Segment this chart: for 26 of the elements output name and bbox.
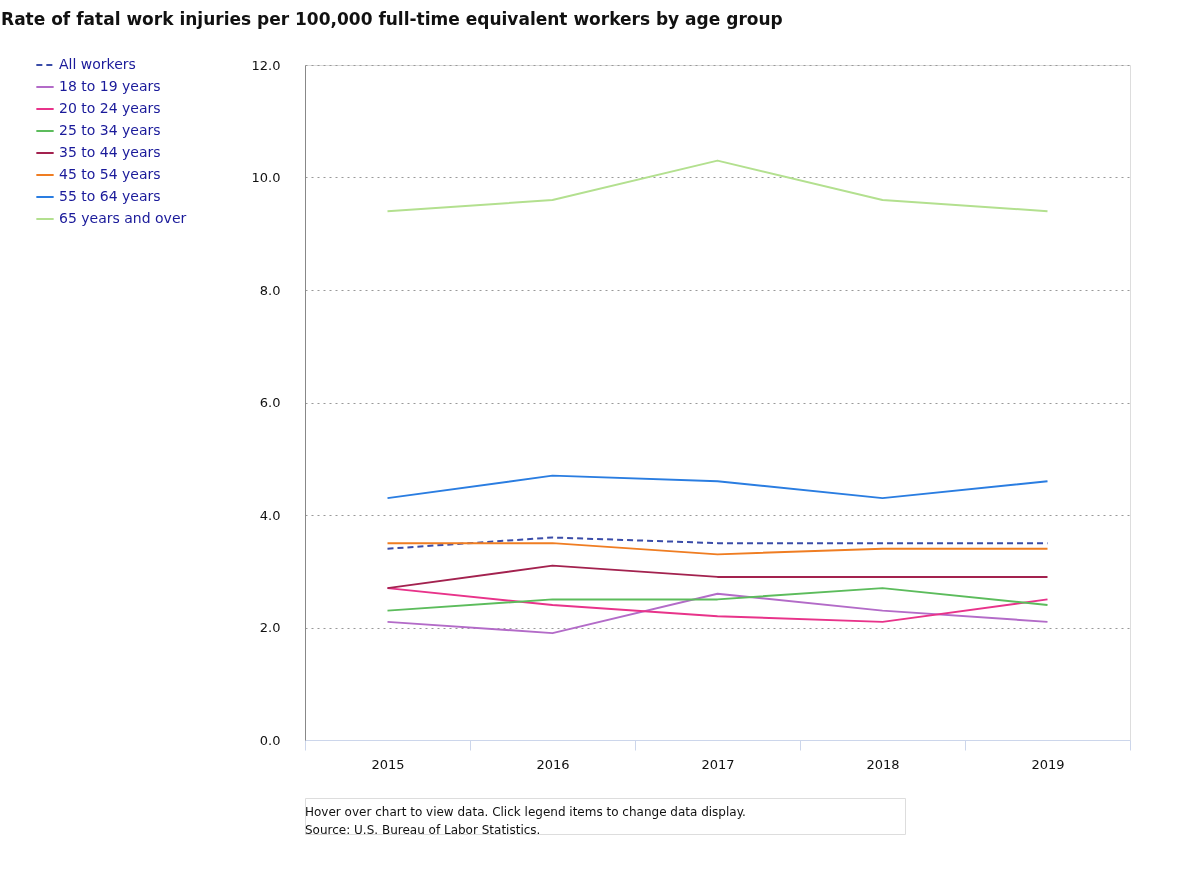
- x-tick-label: 2019: [1031, 756, 1065, 772]
- legend-label: 65 years and over: [59, 210, 187, 226]
- y-tick-label: 10.0: [251, 170, 281, 185]
- text: Hover over chart to view data. Click legend items to change data display.: [305, 805, 746, 819]
- line-series: [386, 587, 1049, 623]
- x-tick-label: 2016: [536, 756, 570, 772]
- y-tick-label: 4.0: [259, 507, 281, 523]
- line-series: [386, 592, 1049, 635]
- y-tick-label: 12.0: [251, 57, 281, 73]
- y-tick-label: 2.0: [259, 620, 281, 635]
- x-tick-label: 2017: [701, 756, 735, 772]
- legend-label: 18 to 19 years: [59, 78, 161, 94]
- y-tick-label: 8.0: [259, 282, 281, 298]
- line-series: [386, 587, 1049, 612]
- legend-label: 55 to 64 years: [59, 188, 161, 204]
- y-tick-label: 0.0: [259, 732, 281, 748]
- legend-label: 20 to 24 years: [59, 100, 161, 116]
- legend-label: 45 to 54 years: [59, 166, 161, 182]
- legend-label: All workers: [59, 56, 136, 72]
- chart-title: Rate of fatal work injuries per 100,000 full-time equivalent workers by age group: [1, 9, 783, 29]
- legend-label: 25 to 34 years: [59, 122, 161, 138]
- y-tick-label: 6.0: [259, 395, 281, 410]
- source-note: Source: U.S. Bureau of Labor Statistics.: [305, 823, 541, 837]
- legend-label: 35 to 44 years: [59, 144, 161, 160]
- x-tick-label: 2018: [866, 756, 900, 772]
- x-tick-label: 2015: [371, 756, 405, 772]
